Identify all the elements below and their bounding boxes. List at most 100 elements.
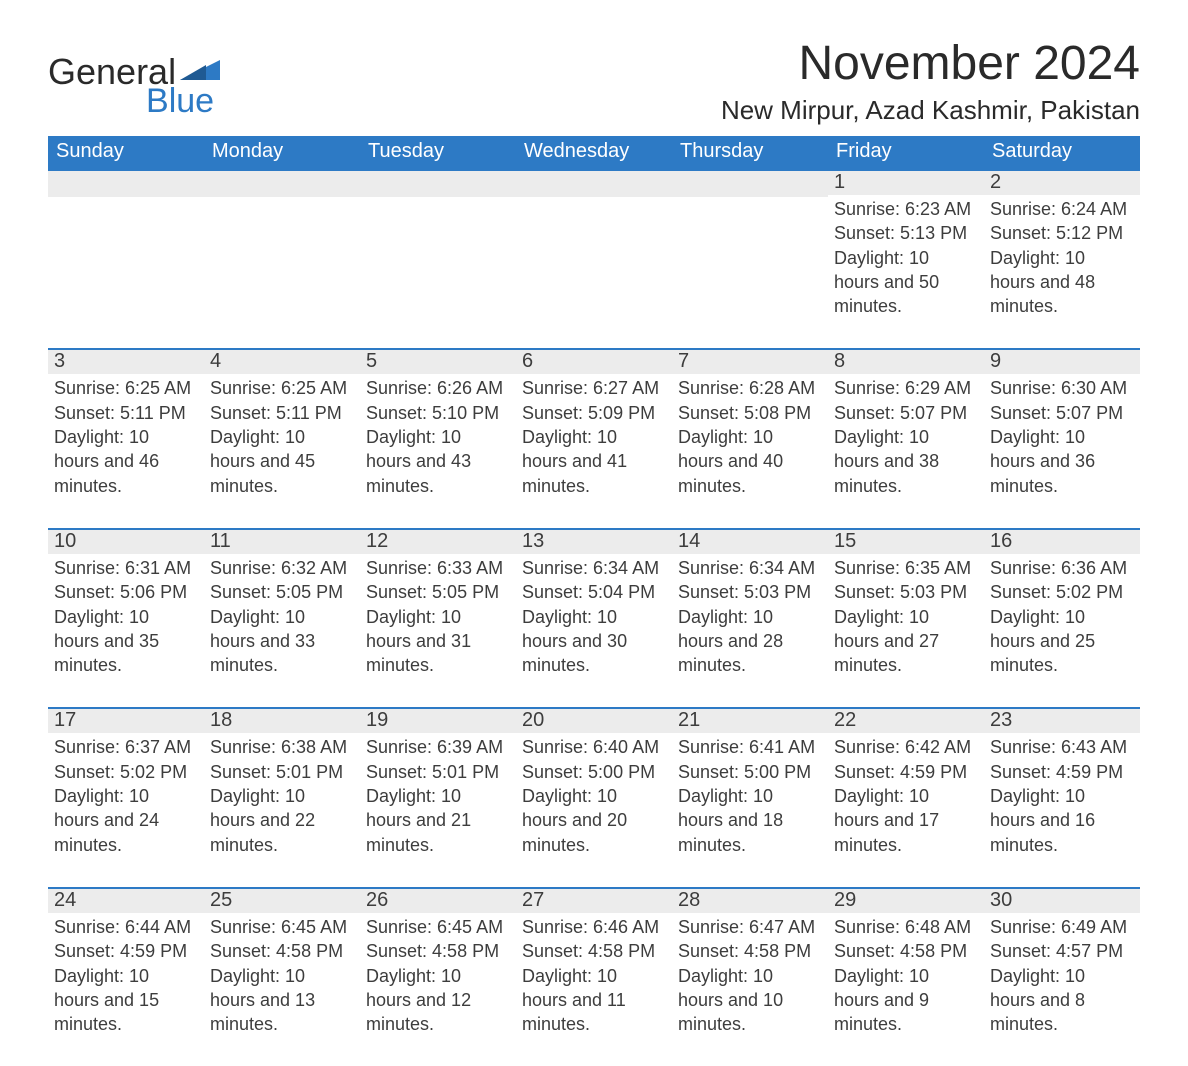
sunset-line: Sunset: 4:58 PM <box>522 939 666 963</box>
day-number: 18 <box>204 709 360 733</box>
sunrise-line: Sunrise: 6:49 AM <box>990 915 1134 939</box>
day-body: Sunrise: 6:34 AMSunset: 5:04 PMDaylight:… <box>516 554 672 707</box>
day-body: Sunrise: 6:26 AMSunset: 5:10 PMDaylight:… <box>360 374 516 527</box>
calendar-day-cell: 20Sunrise: 6:40 AMSunset: 5:00 PMDayligh… <box>516 708 672 887</box>
sunset-line: Sunset: 5:03 PM <box>678 580 822 604</box>
sunrise-line: Sunrise: 6:39 AM <box>366 735 510 759</box>
calendar-day-cell: 14Sunrise: 6:34 AMSunset: 5:03 PMDayligh… <box>672 529 828 708</box>
daylight-line: Daylight: 10 hours and 17 minutes. <box>834 784 978 857</box>
weekday-header: Thursday <box>672 136 828 170</box>
sunset-line: Sunset: 5:02 PM <box>990 580 1134 604</box>
day-body: Sunrise: 6:46 AMSunset: 4:58 PMDaylight:… <box>516 913 672 1066</box>
sunset-line: Sunset: 4:59 PM <box>54 939 198 963</box>
day-number: 15 <box>828 530 984 554</box>
daylight-line: Daylight: 10 hours and 15 minutes. <box>54 964 198 1037</box>
location-subtitle: New Mirpur, Azad Kashmir, Pakistan <box>721 95 1140 126</box>
weekday-header: Wednesday <box>516 136 672 170</box>
day-number: 23 <box>984 709 1140 733</box>
day-body: Sunrise: 6:34 AMSunset: 5:03 PMDaylight:… <box>672 554 828 707</box>
day-body: Sunrise: 6:35 AMSunset: 5:03 PMDaylight:… <box>828 554 984 707</box>
day-body: Sunrise: 6:27 AMSunset: 5:09 PMDaylight:… <box>516 374 672 527</box>
calendar-day-cell: 25Sunrise: 6:45 AMSunset: 4:58 PMDayligh… <box>204 888 360 1066</box>
daylight-line: Daylight: 10 hours and 12 minutes. <box>366 964 510 1037</box>
sunrise-line: Sunrise: 6:27 AM <box>522 376 666 400</box>
sunrise-line: Sunrise: 6:29 AM <box>834 376 978 400</box>
calendar-day-cell <box>204 170 360 349</box>
calendar-week-row: 10Sunrise: 6:31 AMSunset: 5:06 PMDayligh… <box>48 529 1140 708</box>
daylight-line: Daylight: 10 hours and 41 minutes. <box>522 425 666 498</box>
daylight-line: Daylight: 10 hours and 13 minutes. <box>210 964 354 1037</box>
calendar-day-cell: 30Sunrise: 6:49 AMSunset: 4:57 PMDayligh… <box>984 888 1140 1066</box>
day-number: 27 <box>516 889 672 913</box>
day-body: Sunrise: 6:45 AMSunset: 4:58 PMDaylight:… <box>360 913 516 1066</box>
calendar-table: SundayMondayTuesdayWednesdayThursdayFrid… <box>48 136 1140 1066</box>
day-body: Sunrise: 6:32 AMSunset: 5:05 PMDaylight:… <box>204 554 360 707</box>
sunset-line: Sunset: 5:00 PM <box>522 760 666 784</box>
day-number: 25 <box>204 889 360 913</box>
day-body: Sunrise: 6:28 AMSunset: 5:08 PMDaylight:… <box>672 374 828 527</box>
day-body: Sunrise: 6:33 AMSunset: 5:05 PMDaylight:… <box>360 554 516 707</box>
calendar-day-cell: 23Sunrise: 6:43 AMSunset: 4:59 PMDayligh… <box>984 708 1140 887</box>
calendar-day-cell: 12Sunrise: 6:33 AMSunset: 5:05 PMDayligh… <box>360 529 516 708</box>
day-number: 13 <box>516 530 672 554</box>
brand-word-2: Blue <box>146 84 214 118</box>
daylight-line: Daylight: 10 hours and 10 minutes. <box>678 964 822 1037</box>
day-body <box>360 197 516 287</box>
day-body: Sunrise: 6:23 AMSunset: 5:13 PMDaylight:… <box>828 195 984 348</box>
day-number: 29 <box>828 889 984 913</box>
day-body: Sunrise: 6:42 AMSunset: 4:59 PMDaylight:… <box>828 733 984 886</box>
day-number: 12 <box>360 530 516 554</box>
sunrise-line: Sunrise: 6:25 AM <box>210 376 354 400</box>
day-body <box>48 197 204 287</box>
day-body: Sunrise: 6:37 AMSunset: 5:02 PMDaylight:… <box>48 733 204 886</box>
calendar-day-cell: 24Sunrise: 6:44 AMSunset: 4:59 PMDayligh… <box>48 888 204 1066</box>
sunset-line: Sunset: 5:11 PM <box>54 401 198 425</box>
weekday-header: Monday <box>204 136 360 170</box>
weekday-header: Tuesday <box>360 136 516 170</box>
sunrise-line: Sunrise: 6:28 AM <box>678 376 822 400</box>
calendar-day-cell: 27Sunrise: 6:46 AMSunset: 4:58 PMDayligh… <box>516 888 672 1066</box>
sunrise-line: Sunrise: 6:26 AM <box>366 376 510 400</box>
day-number: 9 <box>984 350 1140 374</box>
day-number: 20 <box>516 709 672 733</box>
day-number: 8 <box>828 350 984 374</box>
day-body: Sunrise: 6:47 AMSunset: 4:58 PMDaylight:… <box>672 913 828 1066</box>
day-number: 3 <box>48 350 204 374</box>
calendar-day-cell <box>672 170 828 349</box>
daylight-line: Daylight: 10 hours and 18 minutes. <box>678 784 822 857</box>
day-number: 1 <box>828 171 984 195</box>
day-body: Sunrise: 6:25 AMSunset: 5:11 PMDaylight:… <box>204 374 360 527</box>
sunrise-line: Sunrise: 6:41 AM <box>678 735 822 759</box>
daylight-line: Daylight: 10 hours and 21 minutes. <box>366 784 510 857</box>
daylight-line: Daylight: 10 hours and 38 minutes. <box>834 425 978 498</box>
sunrise-line: Sunrise: 6:34 AM <box>522 556 666 580</box>
weekday-header-row: SundayMondayTuesdayWednesdayThursdayFrid… <box>48 136 1140 170</box>
day-number: 17 <box>48 709 204 733</box>
sunrise-line: Sunrise: 6:38 AM <box>210 735 354 759</box>
calendar-day-cell: 29Sunrise: 6:48 AMSunset: 4:58 PMDayligh… <box>828 888 984 1066</box>
day-number: 24 <box>48 889 204 913</box>
sunrise-line: Sunrise: 6:36 AM <box>990 556 1134 580</box>
sunrise-line: Sunrise: 6:31 AM <box>54 556 198 580</box>
sunset-line: Sunset: 5:02 PM <box>54 760 198 784</box>
daylight-line: Daylight: 10 hours and 35 minutes. <box>54 605 198 678</box>
day-number <box>516 171 672 197</box>
day-body: Sunrise: 6:43 AMSunset: 4:59 PMDaylight:… <box>984 733 1140 886</box>
daylight-line: Daylight: 10 hours and 30 minutes. <box>522 605 666 678</box>
day-number <box>204 171 360 197</box>
day-number: 6 <box>516 350 672 374</box>
calendar-day-cell: 5Sunrise: 6:26 AMSunset: 5:10 PMDaylight… <box>360 349 516 528</box>
daylight-line: Daylight: 10 hours and 31 minutes. <box>366 605 510 678</box>
daylight-line: Daylight: 10 hours and 25 minutes. <box>990 605 1134 678</box>
sunset-line: Sunset: 5:07 PM <box>834 401 978 425</box>
day-body: Sunrise: 6:41 AMSunset: 5:00 PMDaylight:… <box>672 733 828 886</box>
page-header: General Blue November 2024 New Mirpur, A… <box>48 36 1140 136</box>
day-body: Sunrise: 6:36 AMSunset: 5:02 PMDaylight:… <box>984 554 1140 707</box>
day-body: Sunrise: 6:49 AMSunset: 4:57 PMDaylight:… <box>984 913 1140 1066</box>
daylight-line: Daylight: 10 hours and 45 minutes. <box>210 425 354 498</box>
sunrise-line: Sunrise: 6:47 AM <box>678 915 822 939</box>
sunrise-line: Sunrise: 6:44 AM <box>54 915 198 939</box>
day-number: 28 <box>672 889 828 913</box>
sunrise-line: Sunrise: 6:33 AM <box>366 556 510 580</box>
brand-triangle-icon <box>180 56 220 84</box>
